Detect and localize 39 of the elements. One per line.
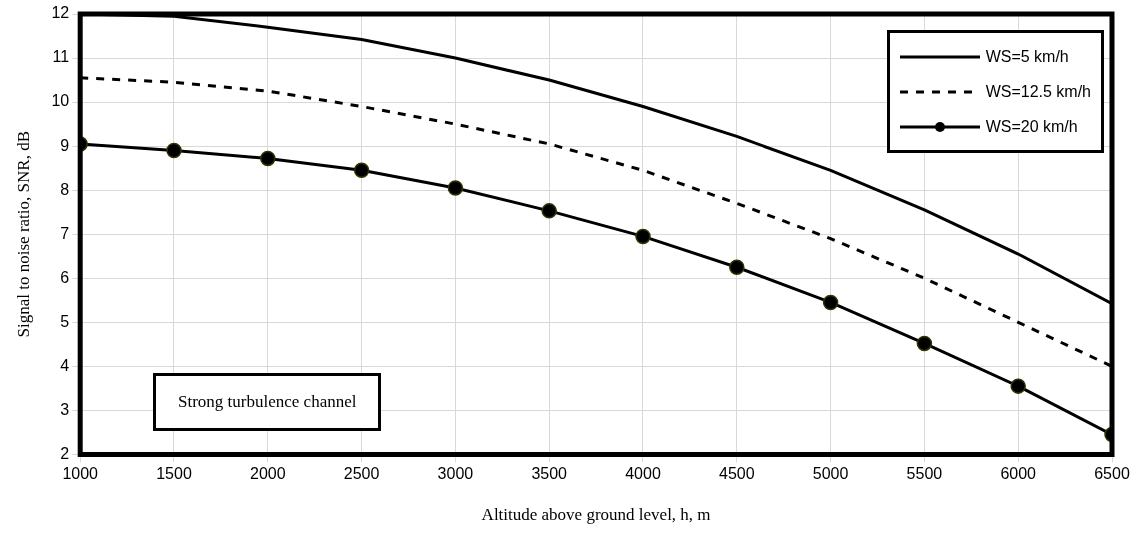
- annotation: Strong turbulence channel: [153, 373, 382, 431]
- point: [166, 142, 182, 159]
- x-tick-label: 5000: [812, 465, 849, 483]
- point: [1010, 378, 1026, 394]
- y-tick-label: 7: [60, 224, 70, 242]
- x-tick-label: 1500: [156, 465, 192, 483]
- legend-label: WS=5 km/h: [985, 47, 1069, 66]
- y-tick-label: 2: [60, 444, 70, 462]
- x-tick-label: 3500: [531, 465, 568, 483]
- y-tick-label: 3: [60, 400, 70, 418]
- legend-label: WS=12.5 km/h: [985, 82, 1091, 101]
- point: [822, 294, 839, 311]
- x-tick-label: 2000: [250, 465, 286, 483]
- point: [260, 150, 276, 167]
- x-tick-label: 1000: [62, 465, 99, 483]
- point: [353, 162, 370, 179]
- y-tick-label: 5: [60, 312, 70, 330]
- x-tick-label: 4500: [719, 465, 755, 483]
- point: [541, 203, 557, 219]
- y-tick-label: 4: [60, 356, 70, 374]
- y-tick-label: 10: [51, 92, 70, 110]
- point: [729, 259, 745, 275]
- point: [447, 180, 464, 196]
- x-tick-label: 3000: [437, 465, 474, 483]
- point: [916, 335, 933, 352]
- y-axis-title: Signal to noise ratio, SNR, dB: [13, 131, 33, 338]
- x-tick-label: 2500: [343, 465, 380, 483]
- x-tick-label: 6000: [1000, 465, 1037, 483]
- y-tick-label: 11: [52, 48, 70, 66]
- y-tick-label: 12: [51, 4, 70, 22]
- y-tick-label: 6: [60, 268, 70, 286]
- x-tick-label: 4000: [625, 465, 661, 483]
- x-tick-label: 6500: [1094, 465, 1130, 483]
- y-tick-label: 8: [60, 180, 70, 198]
- x-tick-label: 5500: [906, 465, 943, 483]
- y-tick-label: 9: [60, 136, 70, 154]
- legend-label: WS=20 km/h: [985, 117, 1078, 136]
- point: [635, 228, 651, 245]
- x-axis-title: Altitude above ground level, h, m: [481, 505, 711, 525]
